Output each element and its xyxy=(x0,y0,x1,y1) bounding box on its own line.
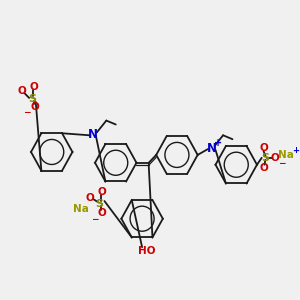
Text: +: + xyxy=(292,146,299,155)
Text: S: S xyxy=(96,199,104,209)
Text: O: O xyxy=(97,208,106,218)
Text: O: O xyxy=(86,193,95,203)
Text: O: O xyxy=(29,82,38,92)
Text: O: O xyxy=(97,187,106,197)
Text: +: + xyxy=(214,138,222,148)
Text: S: S xyxy=(261,153,269,163)
Text: −: − xyxy=(278,159,285,168)
Text: O: O xyxy=(259,143,268,153)
Text: O: O xyxy=(17,86,26,96)
Text: Na: Na xyxy=(278,150,294,160)
Text: O: O xyxy=(259,163,268,173)
Text: −: − xyxy=(23,108,31,117)
Text: N: N xyxy=(207,142,217,154)
Text: O: O xyxy=(271,153,279,163)
Text: N: N xyxy=(88,128,98,141)
Text: S: S xyxy=(28,94,36,104)
Text: Na: Na xyxy=(73,204,89,214)
Text: O: O xyxy=(30,102,39,112)
Text: −: − xyxy=(91,215,99,224)
Text: HO: HO xyxy=(138,246,156,256)
